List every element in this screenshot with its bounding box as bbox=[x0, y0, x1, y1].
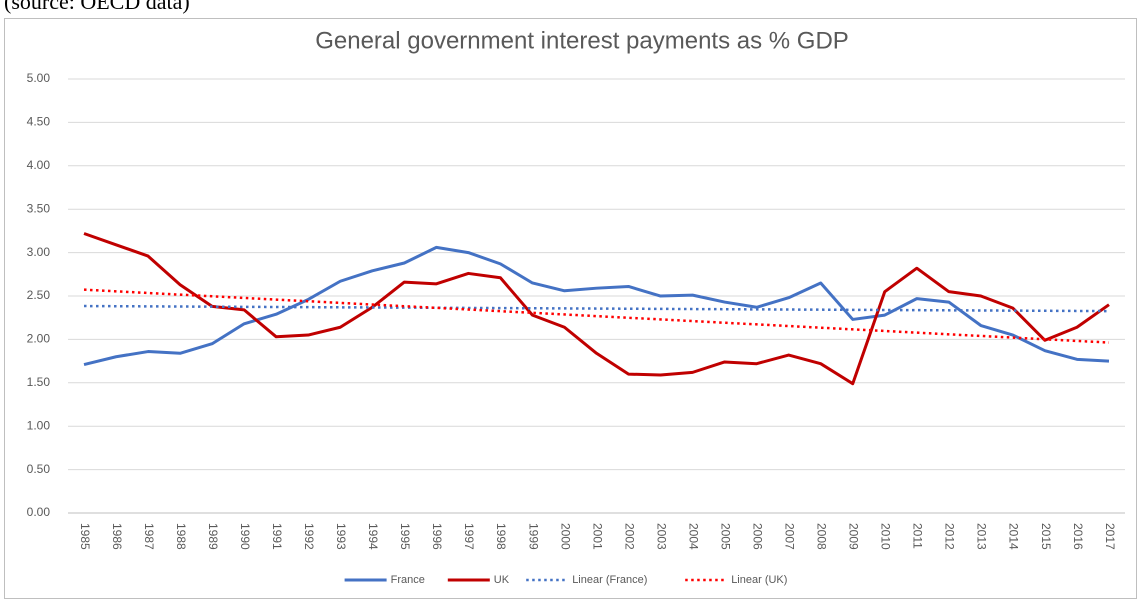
x-tick-label: 2007 bbox=[783, 523, 797, 550]
x-tick-label: 2014 bbox=[1007, 523, 1021, 550]
x-tick-label: 1999 bbox=[526, 523, 540, 550]
x-tick-label: 2003 bbox=[654, 523, 668, 550]
x-tick-label: 2016 bbox=[1071, 523, 1085, 550]
legend-label: Linear (UK) bbox=[731, 574, 787, 586]
x-tick-label: 2002 bbox=[622, 523, 636, 550]
x-tick-label: 2015 bbox=[1039, 523, 1053, 550]
trendline bbox=[84, 304, 1109, 313]
y-tick-label: 2.00 bbox=[27, 332, 51, 346]
y-tick-label: 0.50 bbox=[27, 462, 51, 476]
x-tick-label: 2000 bbox=[558, 523, 572, 550]
x-tick-label: 2010 bbox=[879, 523, 893, 550]
y-tick-label: 4.00 bbox=[27, 158, 51, 172]
y-tick-label: 1.00 bbox=[27, 418, 51, 432]
y-tick-label: 0.00 bbox=[27, 505, 51, 519]
y-tick-label: 1.50 bbox=[27, 375, 51, 389]
x-tick-label: 1998 bbox=[494, 523, 508, 550]
x-tick-label: 1988 bbox=[174, 523, 188, 550]
y-tick-label: 4.50 bbox=[27, 115, 51, 129]
caption: (source: OECD data) bbox=[4, 0, 190, 14]
x-tick-label: 2006 bbox=[750, 523, 764, 550]
x-tick-label: 1991 bbox=[270, 523, 284, 550]
x-tick-label: 1992 bbox=[302, 523, 316, 550]
y-tick-label: 3.00 bbox=[27, 245, 51, 259]
x-tick-label: 1985 bbox=[78, 523, 92, 550]
legend-label: UK bbox=[494, 574, 510, 586]
x-tick-label: 2004 bbox=[686, 523, 700, 550]
x-tick-label: 1990 bbox=[238, 523, 252, 550]
x-tick-label: 2005 bbox=[718, 523, 732, 550]
x-tick-label: 2011 bbox=[911, 523, 925, 549]
y-tick-label: 3.50 bbox=[27, 201, 51, 215]
y-tick-label: 5.00 bbox=[27, 71, 51, 85]
x-tick-label: 1989 bbox=[206, 523, 220, 550]
x-tick-label: 1987 bbox=[142, 523, 156, 550]
legend-label: France bbox=[391, 574, 425, 586]
x-tick-label: 1994 bbox=[366, 523, 380, 550]
x-tick-label: 1986 bbox=[110, 523, 124, 550]
x-tick-label: 1993 bbox=[334, 523, 348, 550]
y-tick-label: 2.50 bbox=[27, 288, 51, 302]
x-tick-label: 1997 bbox=[462, 523, 476, 550]
x-tick-label: 2001 bbox=[590, 523, 604, 550]
x-tick-label: 2017 bbox=[1103, 523, 1117, 550]
series-line bbox=[83, 232, 1110, 386]
x-tick-label: 2012 bbox=[943, 523, 957, 550]
x-tick-label: 2009 bbox=[847, 523, 861, 550]
x-tick-label: 1995 bbox=[398, 523, 412, 550]
chart-title: General government interest payments as … bbox=[315, 27, 849, 54]
x-tick-label: 2013 bbox=[975, 523, 989, 550]
legend-label: Linear (France) bbox=[572, 574, 647, 586]
x-tick-label: 1996 bbox=[430, 523, 444, 550]
x-tick-label: 2008 bbox=[815, 523, 829, 550]
